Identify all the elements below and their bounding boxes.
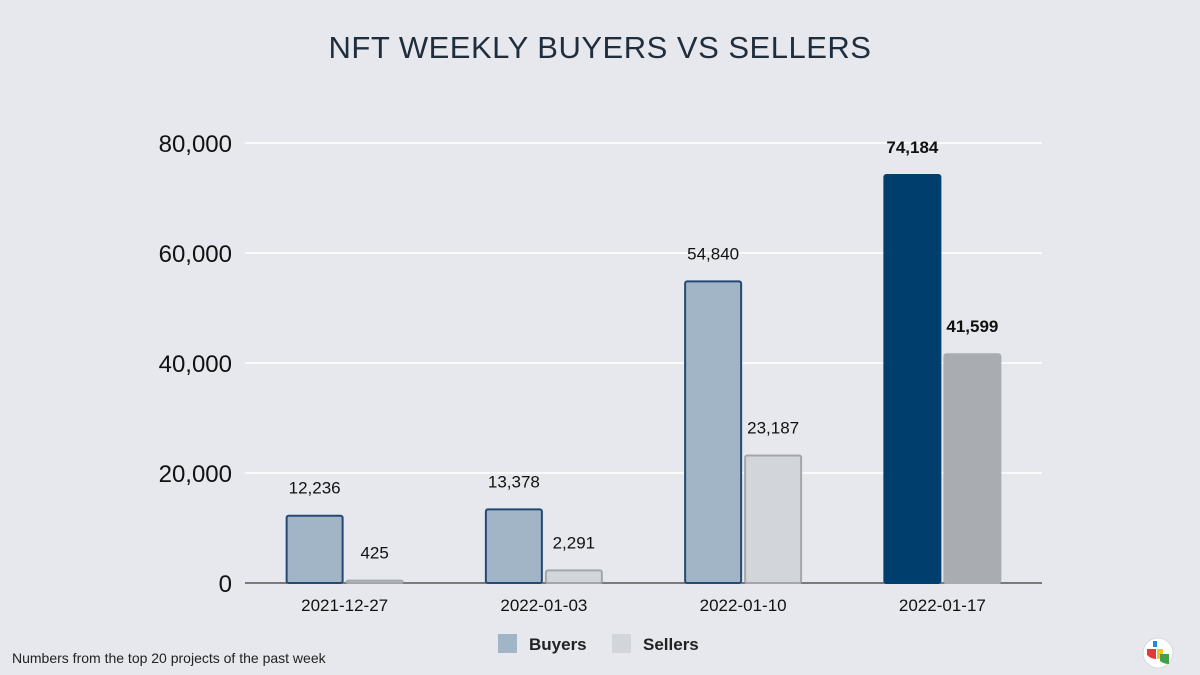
sellers-bar <box>943 353 1002 584</box>
buyers-legend-swatch <box>498 634 517 653</box>
y-tick-label: 0 <box>219 571 232 598</box>
x-tick-label: 2021-12-27 <box>301 596 388 615</box>
sellers-data-label: 23,187 <box>747 418 799 437</box>
sellers-bar <box>345 579 404 584</box>
buyers-bar <box>484 508 543 584</box>
buyers-data-label: 74,184 <box>886 138 939 157</box>
bars <box>285 173 1002 585</box>
buyers-bar <box>285 514 344 585</box>
x-tick-label: 2022-01-03 <box>500 596 587 615</box>
sellers-data-label: 41,599 <box>946 317 998 336</box>
sellers-legend-label: Sellers <box>643 635 699 654</box>
x-tick-label: 2022-01-10 <box>700 596 787 615</box>
legend: Buyers Sellers <box>498 634 699 654</box>
data-labels: 12,236 425 13,378 2,291 54,840 23,187 74,184 41… <box>289 138 999 563</box>
y-tick-label: 60,000 <box>159 241 232 268</box>
y-axis: 0 20,000 40,000 60,000 80,000 <box>159 131 232 598</box>
buyers-data-label: 13,378 <box>488 472 540 491</box>
sellers-legend-swatch <box>612 634 631 653</box>
buyers-legend-label: Buyers <box>529 635 587 654</box>
buyers-data-label: 54,840 <box>687 244 739 263</box>
sellers-bar <box>544 569 603 584</box>
colorful-logo-icon <box>1142 637 1174 669</box>
y-tick-label: 20,000 <box>159 461 232 488</box>
x-axis: 2021-12-27 2022-01-03 2022-01-10 2022-01-17 <box>301 596 986 615</box>
sellers-bar <box>744 454 803 584</box>
footnote: Numbers from the top 20 projects of the … <box>12 650 327 666</box>
sellers-data-label: 2,291 <box>553 533 596 552</box>
y-tick-label: 80,000 <box>159 131 232 158</box>
buyers-bar <box>684 280 743 584</box>
x-tick-label: 2022-01-17 <box>899 596 986 615</box>
chart-title: NFT WEEKLY BUYERS VS SELLERS <box>329 30 872 65</box>
buyers-bar <box>883 173 942 584</box>
sellers-data-label: 425 <box>360 544 388 563</box>
buyers-data-label: 12,236 <box>289 479 341 498</box>
y-tick-label: 40,000 <box>159 351 232 378</box>
